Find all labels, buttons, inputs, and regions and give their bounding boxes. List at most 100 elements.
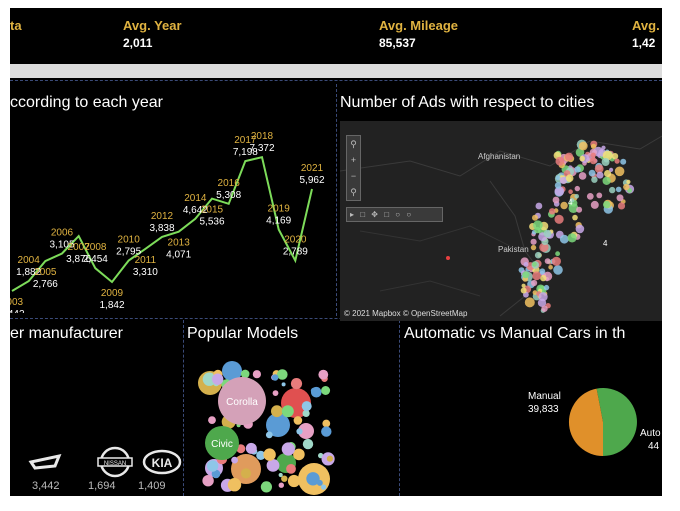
model-bubble[interactable] bbox=[277, 369, 288, 380]
city-dot[interactable] bbox=[616, 194, 624, 202]
city-dot[interactable] bbox=[617, 202, 626, 210]
zoom-out-button[interactable]: − bbox=[350, 171, 357, 181]
nissan-logo-icon[interactable]: NISSAN bbox=[97, 446, 133, 478]
cities-map[interactable]: Afghanistan Pakistan 4 4 ⚲ + − ⚲ ▸ □ ✥ □… bbox=[340, 121, 662, 321]
model-bubble[interactable] bbox=[278, 472, 283, 478]
city-dot[interactable] bbox=[590, 152, 596, 158]
zoom-in-button[interactable]: + bbox=[350, 155, 357, 165]
city-dot[interactable] bbox=[565, 174, 574, 182]
model-bubble[interactable] bbox=[321, 426, 332, 437]
city-dot[interactable] bbox=[586, 193, 594, 200]
city-dot[interactable] bbox=[626, 179, 631, 184]
city-dot[interactable] bbox=[601, 158, 610, 166]
model-bubble[interactable] bbox=[318, 369, 329, 380]
city-dot[interactable] bbox=[604, 170, 612, 178]
city-dot[interactable] bbox=[615, 186, 622, 193]
year-line-series[interactable] bbox=[11, 155, 313, 292]
city-dot[interactable] bbox=[567, 233, 577, 243]
city-dot[interactable] bbox=[555, 251, 560, 257]
city-dot[interactable] bbox=[574, 194, 579, 199]
city-dot[interactable] bbox=[541, 305, 548, 312]
city-dot[interactable] bbox=[534, 251, 542, 259]
model-bubble[interactable] bbox=[302, 409, 310, 417]
model-bubble[interactable] bbox=[266, 413, 290, 437]
model-bubble[interactable] bbox=[306, 472, 320, 486]
models-bubble-chart[interactable]: Corolla Civic bbox=[186, 343, 399, 496]
map-selection-toolbar[interactable]: ▸ □ ✥ □ ○ ○ bbox=[346, 207, 443, 222]
model-bubble[interactable] bbox=[202, 475, 214, 487]
city-dot[interactable] bbox=[543, 284, 550, 291]
city-dot[interactable] bbox=[521, 283, 526, 288]
model-bubble[interactable] bbox=[316, 479, 323, 486]
city-dot[interactable] bbox=[532, 214, 538, 221]
model-bubble[interactable] bbox=[252, 370, 261, 379]
city-dot[interactable] bbox=[590, 200, 599, 209]
city-dot[interactable] bbox=[523, 262, 529, 267]
city-dot[interactable] bbox=[572, 214, 578, 221]
city-dot[interactable] bbox=[533, 220, 543, 230]
model-bubble[interactable] bbox=[245, 442, 257, 454]
daihatsu-logo-icon[interactable] bbox=[28, 453, 62, 470]
model-bubble[interactable] bbox=[272, 390, 279, 396]
city-dot[interactable] bbox=[578, 172, 587, 180]
city-dot[interactable] bbox=[601, 145, 606, 150]
kia-logo-icon[interactable]: KIA bbox=[142, 449, 182, 475]
city-dot[interactable] bbox=[611, 153, 619, 160]
city-dot[interactable] bbox=[446, 256, 450, 260]
city-dot[interactable] bbox=[623, 183, 630, 191]
city-dot[interactable] bbox=[559, 234, 569, 244]
city-dot[interactable] bbox=[614, 166, 625, 177]
model-bubble[interactable] bbox=[296, 428, 303, 435]
model-bubble[interactable] bbox=[263, 448, 276, 461]
model-bubble[interactable] bbox=[298, 423, 314, 439]
city-dot[interactable] bbox=[532, 261, 537, 267]
model-bubble[interactable] bbox=[227, 478, 242, 492]
model-bubble[interactable] bbox=[287, 474, 301, 488]
city-dot[interactable] bbox=[539, 242, 549, 252]
model-bubble[interactable] bbox=[293, 416, 303, 425]
model-bubble[interactable] bbox=[222, 361, 242, 381]
model-bubble[interactable] bbox=[301, 401, 312, 412]
model-bubble[interactable] bbox=[326, 455, 333, 462]
city-dot[interactable] bbox=[589, 157, 597, 165]
year-point[interactable]: 20031,442 bbox=[10, 297, 25, 313]
city-dot[interactable] bbox=[520, 287, 527, 294]
model-bubble[interactable] bbox=[281, 475, 288, 482]
model-bubble[interactable] bbox=[240, 468, 252, 479]
city-dot[interactable] bbox=[554, 214, 564, 224]
model-bubble[interactable] bbox=[322, 419, 331, 428]
city-dot[interactable] bbox=[590, 143, 597, 150]
map-search-icon[interactable]: ⚲ bbox=[350, 139, 357, 149]
city-dot[interactable] bbox=[575, 224, 585, 234]
model-bubble[interactable] bbox=[321, 386, 331, 395]
city-dot[interactable] bbox=[549, 208, 556, 215]
city-dot[interactable] bbox=[609, 186, 616, 194]
city-dot[interactable] bbox=[568, 189, 573, 194]
city-dot[interactable] bbox=[524, 297, 535, 308]
model-bubble[interactable] bbox=[211, 469, 221, 479]
city-dot[interactable] bbox=[554, 182, 562, 189]
city-dot[interactable] bbox=[540, 274, 547, 282]
model-bubble[interactable] bbox=[286, 464, 296, 474]
city-dot[interactable] bbox=[543, 229, 552, 238]
model-bubble[interactable] bbox=[281, 382, 286, 387]
city-dot[interactable] bbox=[602, 150, 613, 161]
model-bubble[interactable] bbox=[206, 460, 219, 472]
city-dot[interactable] bbox=[530, 244, 537, 251]
model-bubble[interactable] bbox=[231, 456, 238, 464]
model-bubble[interactable] bbox=[265, 431, 273, 439]
transmission-pie[interactable] bbox=[566, 385, 640, 459]
city-dot[interactable] bbox=[602, 176, 611, 185]
model-bubble[interactable] bbox=[266, 459, 280, 472]
model-bubble[interactable] bbox=[212, 373, 224, 385]
city-dot[interactable] bbox=[548, 265, 553, 270]
city-dot[interactable] bbox=[522, 271, 530, 279]
model-bubble[interactable] bbox=[202, 372, 217, 386]
city-dot[interactable] bbox=[609, 167, 614, 172]
model-bubble[interactable] bbox=[260, 481, 272, 493]
